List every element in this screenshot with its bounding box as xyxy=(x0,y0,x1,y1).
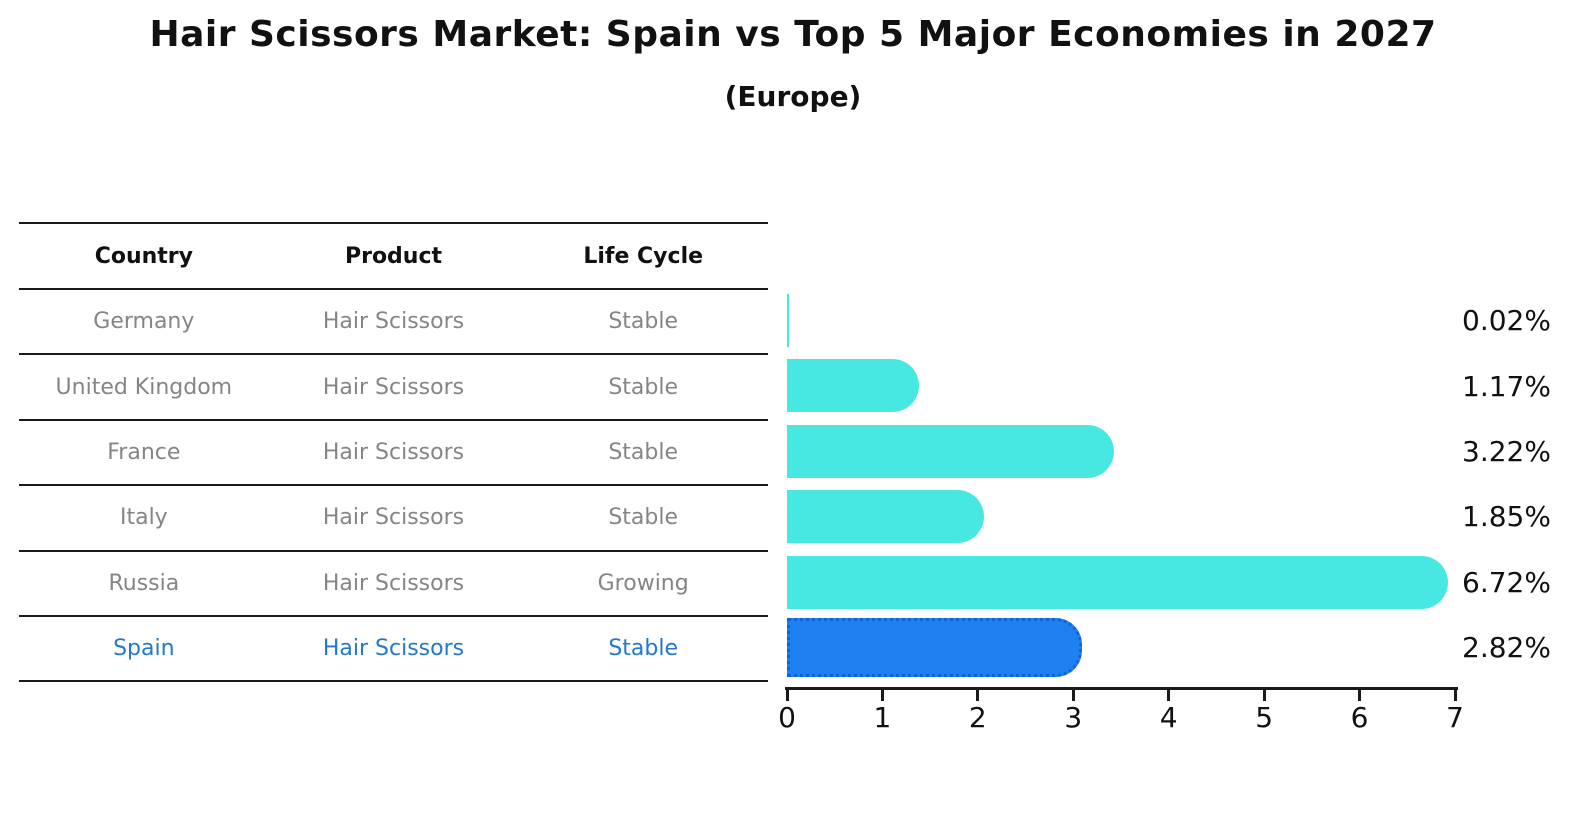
bar-value-label: 3.22% xyxy=(1462,434,1551,468)
table-cell-life-cycle: Stable xyxy=(608,309,679,335)
x-axis-tick xyxy=(1358,690,1362,701)
table-cell-country: Italy xyxy=(119,505,168,531)
x-axis-tick-label: 7 xyxy=(1446,701,1464,734)
table-cell-product: Hair Scissors xyxy=(322,636,465,662)
x-axis-tick xyxy=(976,690,980,701)
table-cell-life-cycle: Growing xyxy=(597,570,689,596)
table-header-country: Country xyxy=(94,243,193,269)
x-axis-tick xyxy=(1071,690,1075,701)
table-row: Russia Hair Scissors Growing xyxy=(19,552,768,617)
page-title: Hair Scissors Market: Spain vs Top 5 Maj… xyxy=(149,14,1437,55)
table-row: United Kingdom Hair Scissors Stable xyxy=(19,355,768,421)
x-axis-tick xyxy=(1262,690,1266,701)
bar-spain xyxy=(787,617,1083,677)
chart-row: 2.82% xyxy=(787,615,1586,680)
table-cell-product: Hair Scissors xyxy=(322,439,465,465)
chart-row: 0.02% xyxy=(787,288,1586,353)
chart-row: 1.17% xyxy=(787,353,1586,418)
page-subtitle: (Europe) xyxy=(724,80,862,113)
bar-value-label: 6.72% xyxy=(1462,565,1551,599)
table-cell-country: Russia xyxy=(108,570,180,596)
table-row: Italy Hair Scissors Stable xyxy=(19,486,768,552)
table-cell-product: Hair Scissors xyxy=(322,505,465,531)
x-axis-tick xyxy=(1453,690,1457,701)
table-row: Germany Hair Scissors Stable xyxy=(19,290,768,356)
table-header-product: Product xyxy=(344,243,443,269)
x-axis-tick-label: 3 xyxy=(1064,701,1083,734)
x-axis-tick-label: 6 xyxy=(1350,701,1369,734)
table-body: Germany Hair Scissors Stable United King… xyxy=(19,290,768,683)
x-axis-tick xyxy=(1167,690,1171,701)
bar-italy xyxy=(787,490,984,544)
chart-row: 1.85% xyxy=(787,484,1586,549)
x-axis-tick-label: 4 xyxy=(1159,701,1178,734)
table-header-life-cycle: Life Cycle xyxy=(583,243,704,269)
x-axis-tick-label: 1 xyxy=(873,701,892,734)
table-cell-product: Hair Scissors xyxy=(322,309,465,335)
table-cell-life-cycle: Stable xyxy=(608,374,679,400)
table-cell-country: France xyxy=(107,439,181,465)
table-cell-country: Spain xyxy=(113,636,175,662)
table-cell-life-cycle: Stable xyxy=(608,505,679,531)
bar-germany xyxy=(787,294,789,347)
x-axis-tick-label: 2 xyxy=(968,701,987,734)
bar-united-kingdom xyxy=(787,359,919,413)
bar-value-label: 2.82% xyxy=(1462,631,1551,665)
x-axis-tick xyxy=(880,690,884,701)
table-cell-life-cycle: Stable xyxy=(608,636,679,662)
country-table: Country Product Life Cycle Germany Hair … xyxy=(19,222,768,683)
x-axis-line xyxy=(785,687,1458,690)
table-cell-life-cycle: Stable xyxy=(608,439,679,465)
table-cell-country: United Kingdom xyxy=(55,374,233,400)
x-axis-tick-label: 0 xyxy=(778,701,796,734)
x-axis-tick-label: 5 xyxy=(1255,701,1274,734)
chart-row: 3.22% xyxy=(787,419,1586,484)
bar-value-label: 0.02% xyxy=(1462,304,1551,338)
table-cell-product: Hair Scissors xyxy=(322,570,465,596)
table-header-row: Country Product Life Cycle xyxy=(19,222,768,290)
bar-value-label: 1.17% xyxy=(1462,369,1551,403)
bar-france xyxy=(787,424,1115,478)
x-axis-tick xyxy=(785,690,789,701)
bar-russia xyxy=(787,555,1449,609)
chart-row: 6.72% xyxy=(787,550,1586,615)
table-row: Spain Hair Scissors Stable xyxy=(19,617,768,683)
chart-rows: 0.02% 1.17% 3.22% 1.85% 6.72% 2.82% xyxy=(787,288,1586,680)
table-row: France Hair Scissors Stable xyxy=(19,421,768,487)
table-cell-country: Germany xyxy=(93,309,195,335)
table-cell-product: Hair Scissors xyxy=(322,374,465,400)
bar-value-label: 1.85% xyxy=(1462,500,1551,534)
